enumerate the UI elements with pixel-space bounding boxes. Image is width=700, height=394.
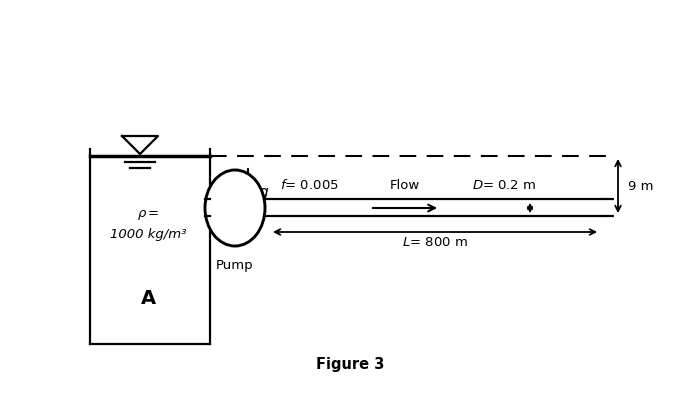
Bar [210, 199, 224, 216]
Text: $\rho=$
1000 kg/m³: $\rho=$ 1000 kg/m³ [110, 208, 186, 240]
Text: $g$: $g$ [258, 186, 269, 202]
Text: $L$= 800 m: $L$= 800 m [402, 236, 468, 249]
Ellipse shape [205, 170, 265, 246]
Text: Flow: Flow [390, 179, 420, 192]
Text: $f$= 0.005: $f$= 0.005 [280, 178, 339, 192]
Text: $D$= 0.2 m: $D$= 0.2 m [472, 179, 536, 192]
Text: 9 m: 9 m [628, 180, 654, 193]
Text: A: A [141, 290, 155, 309]
Text: Pump: Pump [216, 259, 254, 272]
Text: Figure 3: Figure 3 [316, 357, 384, 372]
